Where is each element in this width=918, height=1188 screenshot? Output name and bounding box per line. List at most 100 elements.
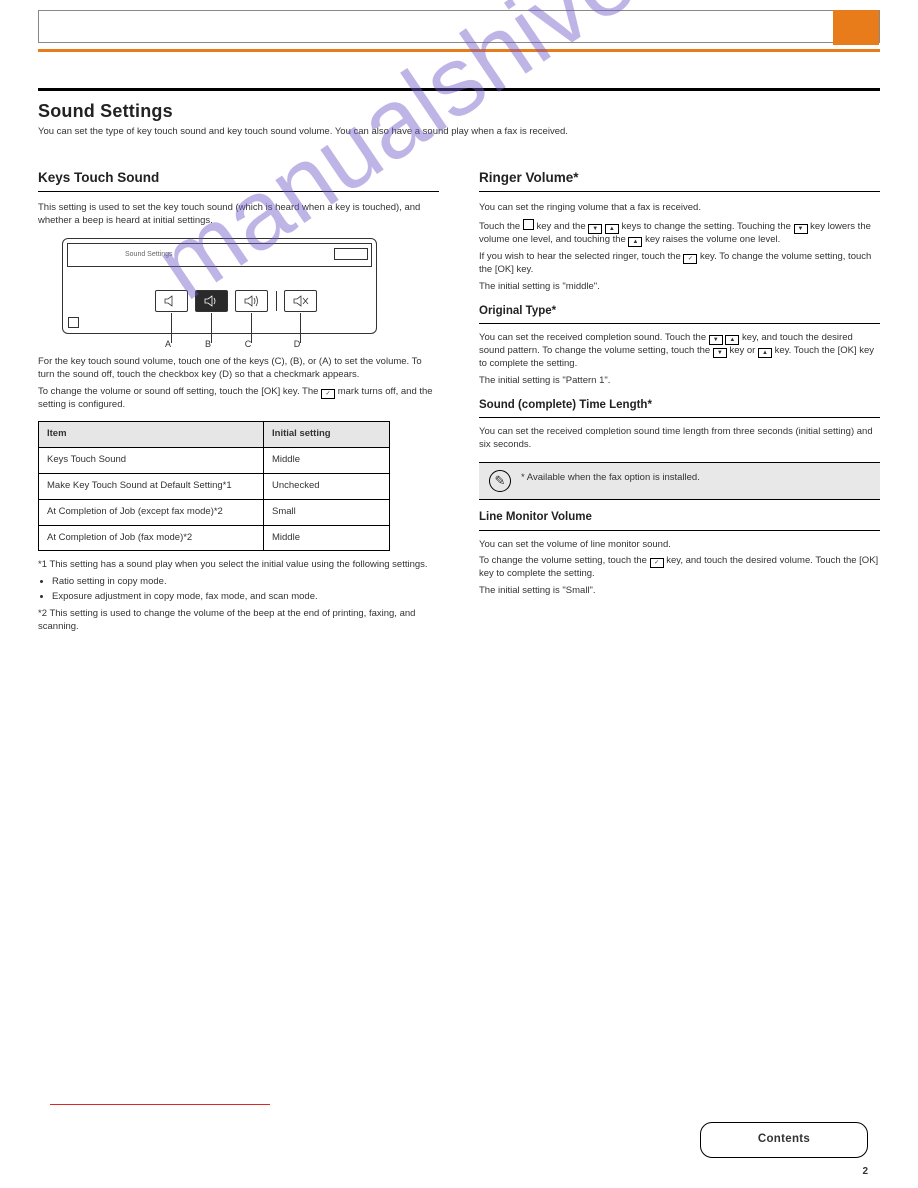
text-paragraph: You can set the received completion soun… (479, 426, 880, 452)
page-lead: You can set the type of key touch sound … (38, 126, 880, 139)
down-arrow-icon (713, 348, 727, 358)
intro-text: This setting is used to set the key touc… (38, 202, 439, 228)
top-navbar (38, 10, 880, 43)
table-row: Make Key Touch Sound at Default Setting*… (39, 474, 390, 500)
section-heading: Ringer Volume* (479, 169, 880, 187)
checkmark-icon (650, 558, 664, 568)
control-panel-illustration: Sound Settings (62, 238, 377, 334)
text-fragment: key or (729, 345, 758, 356)
left-column: Keys Touch Sound This setting is used to… (38, 169, 439, 643)
table-row: At Completion of Job (fax mode)*2 Middle (39, 525, 390, 551)
page-number: 2 (862, 1165, 868, 1179)
text-fragment: If you wish to hear the selected ringer,… (479, 251, 683, 262)
square-icon (523, 219, 534, 230)
text-paragraph: You can set the received completion soun… (479, 332, 880, 371)
table-cell: Make Key Touch Sound at Default Setting*… (39, 474, 264, 500)
text-paragraph: Touch the key and the keys to change the… (479, 219, 880, 247)
table-header: Initial setting (264, 422, 390, 448)
volume-large-button (235, 290, 268, 312)
volume-middle-button (195, 290, 228, 312)
table-cell: At Completion of Job (fax mode)*2 (39, 525, 264, 551)
text-fragment: keys to change the setting. Touching the (622, 221, 794, 232)
note-text: * Available when the fax option is insta… (489, 470, 870, 485)
panel-label: D (287, 338, 307, 350)
panel-screen (67, 243, 372, 267)
up-arrow-icon (628, 237, 642, 247)
default-note: The initial setting is "Pattern 1". (479, 375, 880, 388)
default-note: The initial setting is "middle". (479, 281, 880, 294)
text-fragment: You can set the received completion soun… (479, 332, 709, 343)
subheading: Original Type* (479, 304, 880, 320)
text-fragment: key and the (536, 221, 588, 232)
subheading-rule (479, 530, 880, 531)
text-paragraph: You can set the volume of line monitor s… (479, 539, 880, 552)
note-box: ✎ * Available when the fax option is ins… (479, 462, 880, 500)
desc-p1: For the key touch sound volume, touch on… (38, 356, 439, 382)
checkmark-icon (321, 389, 335, 399)
pencil-icon: ✎ (489, 470, 511, 492)
table-cell: At Completion of Job (except fax mode)*2 (39, 499, 264, 525)
table-cell: Small (264, 499, 390, 525)
panel-screen-label: Sound Settings (125, 250, 172, 259)
footnote-list: Ratio setting in copy mode. Exposure adj… (38, 576, 439, 604)
speaker-middle-icon (204, 295, 220, 307)
section-tab (833, 10, 879, 45)
section-rule (38, 191, 439, 192)
table-footnotes: *1 This setting has a sound play when yo… (38, 559, 439, 633)
table-row: At Completion of Job (except fax mode)*2… (39, 499, 390, 525)
text-fragment: To change the volume setting, touch the (479, 555, 650, 566)
section-heading: Keys Touch Sound (38, 169, 439, 187)
default-note: The initial setting is "Small". (479, 585, 880, 598)
page-content: Sound Settings You can set the type of k… (38, 10, 880, 644)
down-arrow-icon (794, 224, 808, 234)
text-paragraph: If you wish to hear the selected ringer,… (479, 251, 880, 277)
ringer-volume-body: You can set the ringing volume that a fa… (479, 202, 880, 293)
right-column: Ringer Volume* You can set the ringing v… (479, 169, 880, 643)
volume-small-button (155, 290, 188, 312)
page-footer: Contents 2 (50, 1104, 868, 1164)
text-fragment: key raises the volume one level. (645, 234, 780, 245)
table-cell: Middle (264, 448, 390, 474)
line-monitor-body: You can set the volume of line monitor s… (479, 539, 880, 598)
panel-ok-button (334, 248, 368, 260)
subheading-rule (479, 323, 880, 324)
table-cell: Middle (264, 525, 390, 551)
title-rule-top (38, 88, 880, 91)
list-item: Ratio setting in copy mode. (52, 576, 439, 589)
text-paragraph: To change the volume setting, touch the … (479, 555, 880, 581)
table-row: Keys Touch Sound Middle (39, 448, 390, 474)
section-intro: This setting is used to set the key touc… (38, 202, 439, 228)
two-column-layout: Keys Touch Sound This setting is used to… (38, 169, 880, 643)
list-item: Exposure adjustment in copy mode, fax mo… (52, 591, 439, 604)
speaker-small-icon (164, 295, 180, 307)
checkmark-icon (683, 254, 697, 264)
sound-length-body: You can set the received completion soun… (479, 426, 880, 452)
table-cell: Keys Touch Sound (39, 448, 264, 474)
table-cell: Unchecked (264, 474, 390, 500)
original-type-body: You can set the received completion soun… (479, 332, 880, 388)
text-fragment: Touch the (479, 221, 523, 232)
text-fragment: To change the volume or sound off settin… (38, 386, 321, 397)
subheading: Line Monitor Volume (479, 510, 880, 526)
section-rule (479, 191, 880, 192)
footer-red-line (50, 1104, 270, 1105)
settings-table: Item Initial setting Keys Touch Sound Mi… (38, 421, 390, 551)
footnote-2: *2 This setting is used to change the vo… (38, 608, 439, 634)
page-title: Sound Settings (38, 99, 880, 123)
contents-button[interactable]: Contents (700, 1122, 868, 1158)
speaker-off-icon (293, 295, 309, 307)
up-arrow-icon (605, 224, 619, 234)
text-paragraph: You can set the ringing volume that a fa… (479, 202, 880, 215)
footnote-1: *1 This setting has a sound play when yo… (38, 559, 439, 572)
panel-description: For the key touch sound volume, touch on… (38, 356, 439, 411)
panel-separator (276, 291, 277, 311)
down-arrow-icon (588, 224, 602, 234)
down-arrow-icon (709, 335, 723, 345)
subheading: Sound (complete) Time Length* (479, 398, 880, 414)
up-arrow-icon (725, 335, 739, 345)
panel-label: B (198, 338, 218, 350)
orange-divider (38, 49, 880, 52)
up-arrow-icon (758, 348, 772, 358)
table-header: Item (39, 422, 264, 448)
volume-off-button (284, 290, 317, 312)
